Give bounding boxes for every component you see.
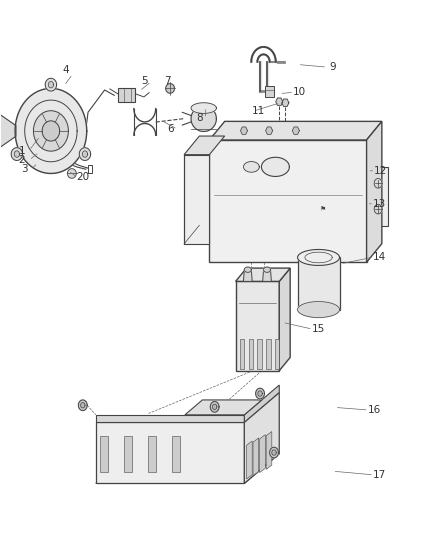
Polygon shape xyxy=(96,422,244,483)
Polygon shape xyxy=(276,98,283,106)
Text: 10: 10 xyxy=(293,87,306,97)
Polygon shape xyxy=(297,302,339,318)
Polygon shape xyxy=(270,447,279,458)
Text: ⚑: ⚑ xyxy=(319,206,326,212)
Polygon shape xyxy=(184,155,209,244)
Polygon shape xyxy=(210,401,219,412)
Text: 4: 4 xyxy=(62,65,69,75)
Polygon shape xyxy=(96,454,279,483)
Polygon shape xyxy=(367,122,382,262)
Text: 12: 12 xyxy=(374,166,387,176)
Text: 16: 16 xyxy=(367,405,381,415)
Text: 1: 1 xyxy=(18,146,25,156)
Polygon shape xyxy=(191,106,216,132)
Text: 8: 8 xyxy=(196,112,203,123)
Polygon shape xyxy=(261,157,290,176)
Polygon shape xyxy=(244,267,251,272)
Polygon shape xyxy=(124,435,132,472)
Text: 3: 3 xyxy=(21,164,28,174)
Polygon shape xyxy=(253,438,259,476)
Polygon shape xyxy=(266,432,272,470)
Text: 11: 11 xyxy=(252,106,265,116)
Text: 2: 2 xyxy=(18,155,25,165)
Polygon shape xyxy=(236,281,279,370)
Polygon shape xyxy=(82,151,88,157)
Polygon shape xyxy=(247,441,252,479)
Text: 9: 9 xyxy=(329,62,336,72)
Polygon shape xyxy=(191,103,216,114)
Polygon shape xyxy=(244,270,252,281)
Polygon shape xyxy=(78,400,87,410)
Polygon shape xyxy=(258,339,262,368)
Polygon shape xyxy=(33,111,68,151)
Polygon shape xyxy=(212,404,217,409)
Polygon shape xyxy=(11,148,22,160)
Polygon shape xyxy=(240,339,244,368)
Polygon shape xyxy=(244,392,279,483)
Text: 7: 7 xyxy=(164,77,171,86)
Polygon shape xyxy=(374,204,382,214)
Polygon shape xyxy=(282,99,289,107)
Text: 5: 5 xyxy=(141,77,148,86)
Polygon shape xyxy=(297,249,339,265)
Polygon shape xyxy=(260,435,265,473)
Polygon shape xyxy=(272,450,276,455)
Polygon shape xyxy=(148,435,156,472)
Polygon shape xyxy=(42,121,60,141)
Polygon shape xyxy=(256,388,265,399)
Polygon shape xyxy=(258,391,262,396)
Polygon shape xyxy=(367,167,388,225)
Text: 20: 20 xyxy=(76,172,89,182)
Polygon shape xyxy=(185,400,262,415)
Polygon shape xyxy=(236,268,290,281)
Polygon shape xyxy=(67,168,76,178)
Polygon shape xyxy=(209,140,367,262)
Bar xyxy=(265,86,274,98)
Polygon shape xyxy=(279,268,290,370)
Text: 6: 6 xyxy=(168,124,174,134)
Polygon shape xyxy=(244,385,279,422)
Polygon shape xyxy=(249,339,253,368)
Bar xyxy=(118,88,135,102)
Text: 13: 13 xyxy=(373,199,386,209)
Polygon shape xyxy=(14,151,20,157)
Polygon shape xyxy=(100,435,108,472)
Polygon shape xyxy=(263,270,272,281)
Polygon shape xyxy=(166,84,174,93)
Polygon shape xyxy=(172,435,180,472)
Polygon shape xyxy=(264,267,271,272)
Polygon shape xyxy=(266,339,271,368)
Polygon shape xyxy=(45,78,57,91)
Text: 15: 15 xyxy=(312,324,325,334)
Polygon shape xyxy=(48,82,53,88)
Polygon shape xyxy=(184,136,225,155)
Polygon shape xyxy=(244,161,259,172)
Polygon shape xyxy=(79,148,91,160)
Polygon shape xyxy=(209,122,382,140)
Polygon shape xyxy=(81,402,85,408)
Polygon shape xyxy=(15,88,87,173)
Text: 14: 14 xyxy=(373,252,386,262)
Polygon shape xyxy=(96,415,244,422)
Polygon shape xyxy=(297,257,339,310)
Polygon shape xyxy=(0,115,16,147)
Polygon shape xyxy=(292,127,299,134)
Polygon shape xyxy=(374,179,382,188)
Polygon shape xyxy=(275,339,279,368)
Text: 17: 17 xyxy=(373,470,386,480)
Polygon shape xyxy=(265,127,272,134)
Polygon shape xyxy=(240,127,247,134)
